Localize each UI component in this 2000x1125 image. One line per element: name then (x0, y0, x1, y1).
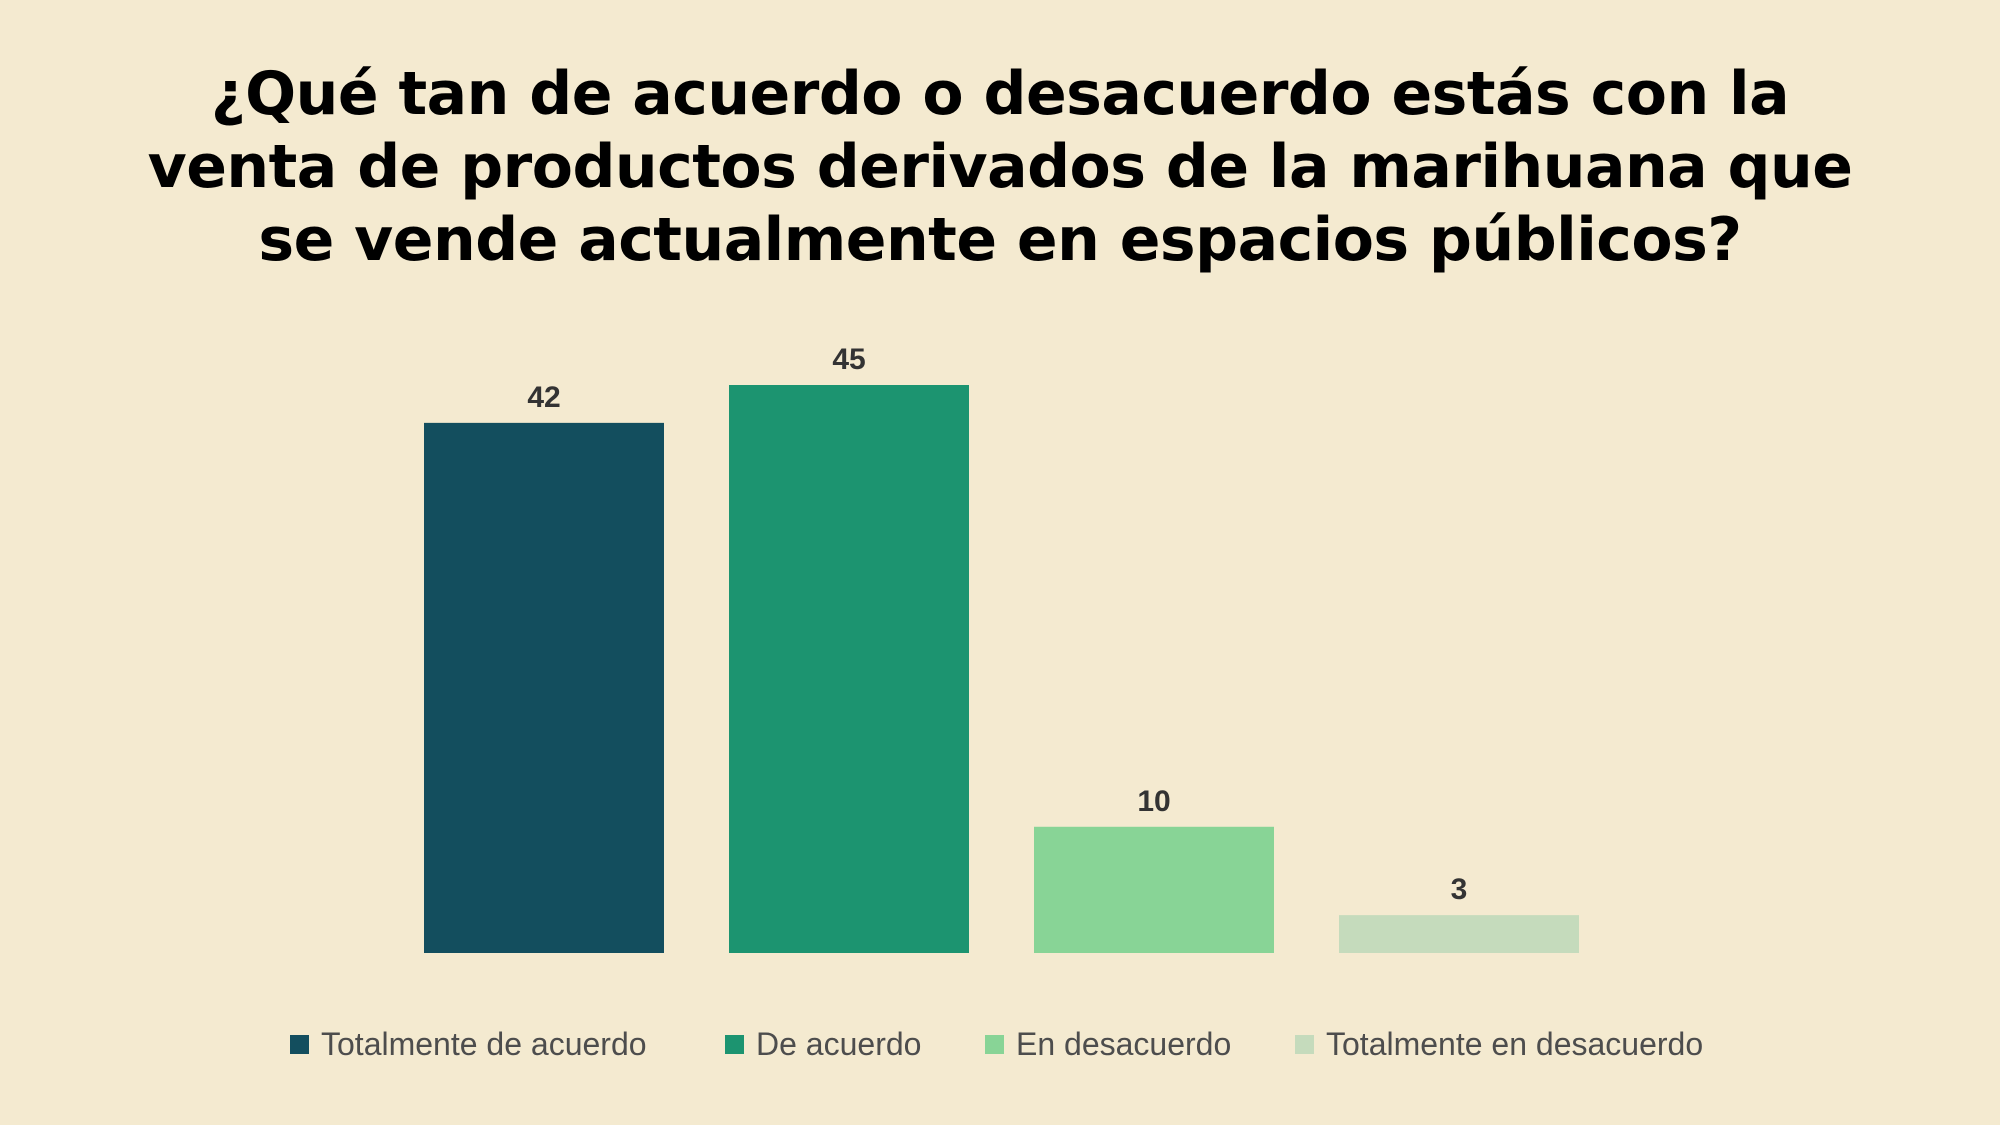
chart-title: ¿Qué tan de acuerdo o desacuerdo estás c… (100, 58, 1900, 277)
chart-legend: Totalmente de acuerdo De acuerdo En desacu… (0, 1023, 2000, 1065)
legend-label-3: En desacuerdo (1016, 1025, 1232, 1062)
legend-item-1: Totalmente de acuerdo (290, 1023, 647, 1065)
legend-item-3: En desacuerdo (985, 1023, 1231, 1065)
bar-2 (729, 385, 969, 953)
bar-4 (1339, 915, 1579, 953)
legend-swatch-4 (1295, 1034, 1314, 1054)
legend-label-1: Totalmente de acuerdo (321, 1025, 647, 1062)
legend-swatch-3 (985, 1034, 1004, 1054)
legend-label-4: Totalmente en desacuerdo (1326, 1025, 1704, 1062)
legend-item-4: Totalmente en desacuerdo (1295, 1023, 1703, 1065)
chart-title-line-3: se vende actualmente en espacios público… (258, 205, 1742, 275)
bar-value-label-2: 45 (832, 343, 865, 376)
bar-value-label-1: 42 (527, 381, 560, 414)
legend-swatch-1 (290, 1034, 309, 1054)
chart-title-line-1: ¿Qué tan de acuerdo o desacuerdo estás c… (210, 59, 1790, 129)
legend-label-2: De acuerdo (756, 1025, 922, 1062)
legend-item-2: De acuerdo (725, 1023, 921, 1065)
chart-title-line-2: venta de productos derivados de la marih… (147, 132, 1853, 202)
bar-value-label-4: 3 (1451, 873, 1468, 906)
bar-value-label-3: 10 (1137, 785, 1170, 818)
legend-swatch-2 (725, 1034, 744, 1054)
bar-3 (1034, 826, 1274, 953)
bar-1 (424, 422, 664, 953)
